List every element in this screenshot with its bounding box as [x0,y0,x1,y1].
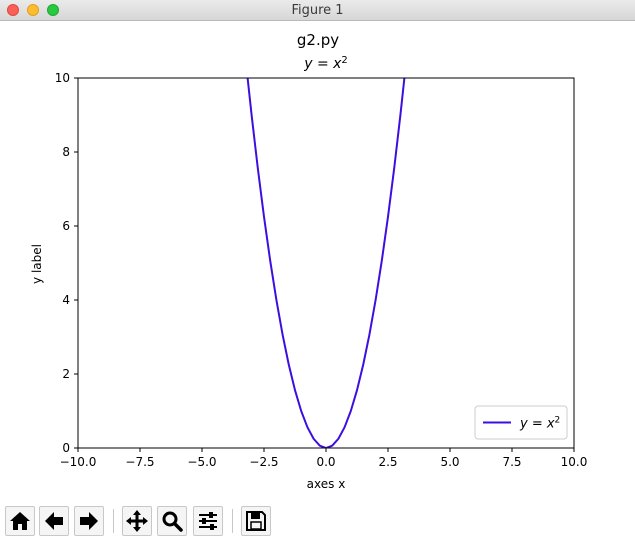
window-title: Figure 1 [291,3,344,18]
back-button[interactable] [39,506,69,536]
x-tick-label: −7.5 [125,455,154,469]
configure-subplots-button[interactable] [193,506,223,536]
floppy-disk-icon [246,511,266,531]
toolbar-separator [232,509,233,533]
home-icon [10,512,30,530]
y-axis-label: y label [30,244,44,284]
zoom-button[interactable] [157,506,187,536]
window-titlebar: Figure 1 [0,0,635,21]
y-tick-label: 10 [55,71,70,85]
y-tick-label: 8 [62,145,70,159]
x-axis-label: axes x [307,477,346,491]
axes-frame [77,77,575,449]
figure-canvas[interactable]: g2.py y = x2 −10.0 −7.5 −5.0 −2.5 0.0 2.5 5.0 7… [0,21,635,501]
sliders-icon [199,512,217,530]
y-tick-label: 4 [62,293,70,307]
x-tick-label: −5.0 [187,455,216,469]
toolbar-separator [113,509,114,533]
x-tick-label: 2.5 [378,455,397,469]
y-tick-label: 2 [62,367,70,381]
line-chart: g2.py y = x2 −10.0 −7.5 −5.0 −2.5 0.0 2.5 5.0 7… [30,31,588,491]
maximize-window-button[interactable] [47,4,59,16]
x-tick-label: −10.0 [60,455,97,469]
forward-button[interactable] [74,506,104,536]
x-tick-label: −2.5 [249,455,278,469]
move-icon [126,510,148,532]
magnifier-icon [162,511,183,532]
x-tick-label: 7.5 [502,455,521,469]
save-button[interactable] [241,506,271,536]
series-line [246,78,406,448]
y-tick-label: 0 [62,441,70,455]
home-button[interactable] [5,506,35,536]
arrow-right-icon [80,512,98,530]
legend-box [474,405,568,440]
arrow-left-icon [45,512,63,530]
y-tick-label: 6 [62,219,70,233]
close-window-button[interactable] [7,4,19,16]
legend: y = x2 [474,405,568,440]
legend-label: y = x2 [519,416,560,432]
plot-area: −10.0 −7.5 −5.0 −2.5 0.0 2.5 5.0 7.5 10.0 0 2 4 6 8 10 [55,71,588,469]
x-tick-label: 10.0 [561,455,588,469]
minimize-window-button[interactable] [27,4,39,16]
figure-suptitle: g2.py [297,31,339,49]
pan-button[interactable] [122,506,152,536]
navigation-toolbar [0,503,635,542]
x-tick-label: 0.0 [316,455,335,469]
axes-title: y = x2 [303,55,348,73]
x-tick-label: 5.0 [440,455,459,469]
